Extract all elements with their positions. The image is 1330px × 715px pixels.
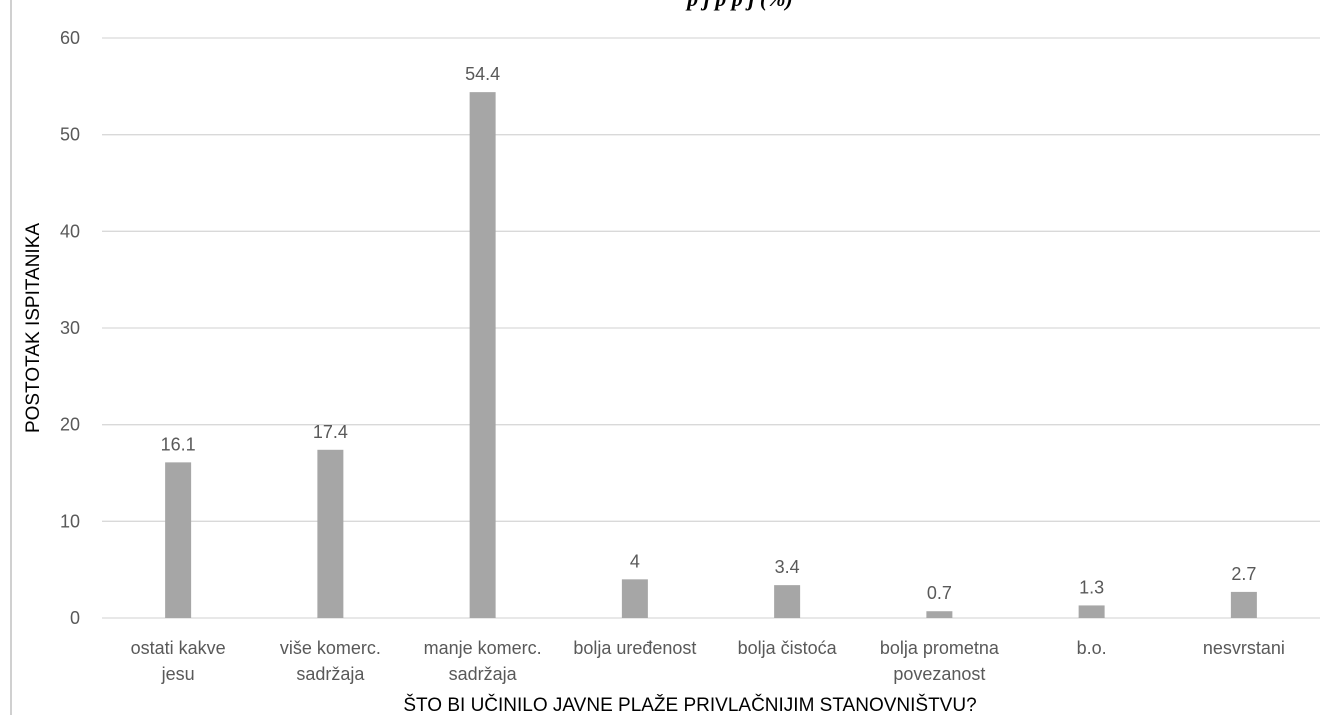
y-tick-label: 40	[60, 221, 80, 241]
x-tick-label: bolja prometna	[880, 638, 1000, 658]
y-axis-title: POSTOTAK ISPITANIKA	[23, 223, 44, 433]
bar	[774, 585, 801, 618]
x-tick-label: b.o.	[1077, 638, 1107, 658]
x-tick-label: sadržaja	[296, 664, 365, 684]
y-tick-label: 10	[60, 511, 80, 531]
y-tick-label: 30	[60, 318, 80, 338]
data-label: 3.4	[775, 557, 800, 577]
data-label: 16.1	[161, 434, 196, 454]
bar	[165, 462, 192, 618]
bar	[317, 449, 344, 618]
x-axis-title: ŠTO BI UČINILO JAVNE PLAŽE PRIVLAČNIJIM …	[403, 694, 976, 715]
x-tick-label: ostati kakve	[131, 638, 226, 658]
page-left-border	[10, 0, 12, 715]
chart-title: p j p p j (%)	[685, 0, 793, 11]
data-label: 4	[630, 551, 640, 571]
x-tick-label: nesvrstani	[1203, 638, 1285, 658]
x-tick-label: sadržaja	[449, 664, 518, 684]
data-label: 54.4	[465, 64, 500, 84]
x-tick-label: bolja čistoća	[738, 638, 838, 658]
y-tick-label: 50	[60, 125, 80, 145]
x-tick-label: više komerc.	[280, 638, 381, 658]
x-tick-label: bolja uređenost	[573, 638, 696, 658]
data-label: 0.7	[927, 583, 952, 603]
bar	[1230, 591, 1257, 618]
data-label: 17.4	[313, 422, 348, 442]
x-tick-label: manje komerc.	[424, 638, 542, 658]
y-tick-label: 20	[60, 415, 80, 435]
bar	[621, 579, 648, 618]
data-label: 1.3	[1079, 577, 1104, 597]
bar	[926, 611, 953, 618]
bar	[1078, 605, 1105, 618]
x-tick-label: povezanost	[893, 664, 985, 684]
y-tick-label: 60	[60, 28, 80, 48]
data-label: 2.7	[1231, 564, 1256, 584]
bar	[469, 92, 496, 619]
y-tick-label: 0	[70, 608, 80, 628]
x-tick-label: jesu	[161, 664, 195, 684]
